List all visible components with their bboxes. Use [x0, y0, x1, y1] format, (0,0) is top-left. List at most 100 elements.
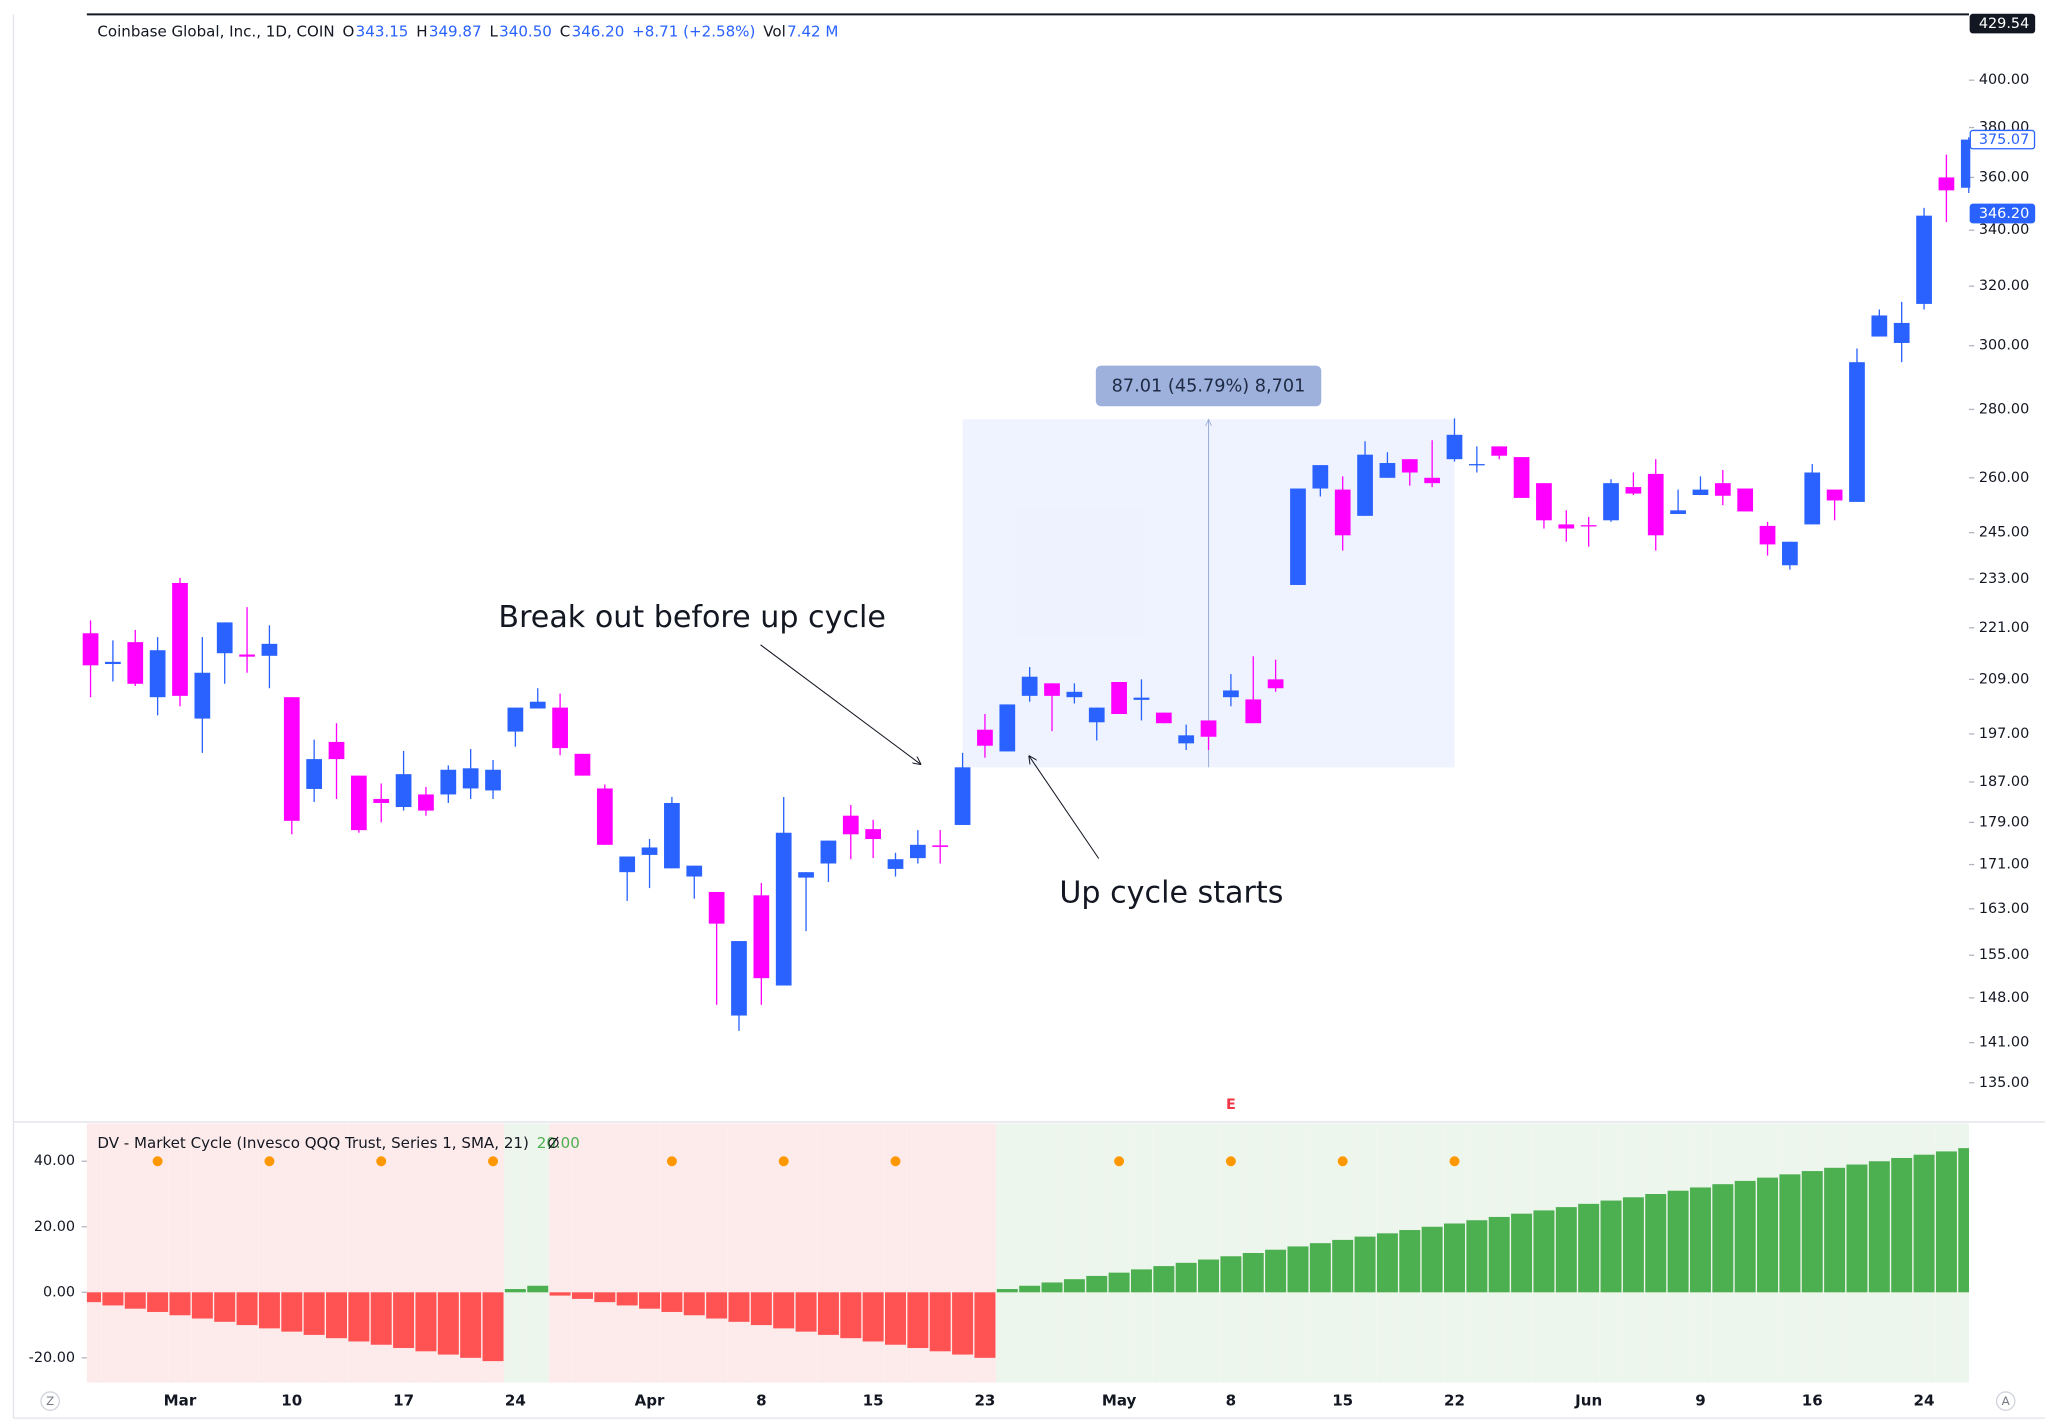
candle-body: [105, 661, 121, 665]
ohlc-value: 343.15: [356, 22, 409, 40]
bar: [437, 1292, 459, 1355]
y-tick-label: 340.00: [1979, 222, 2029, 238]
bar: [348, 1292, 370, 1342]
y-tick-label: 179.00: [1979, 814, 2029, 830]
candle-body: [1044, 683, 1060, 696]
candle-body: [1938, 177, 1955, 191]
cycle-background: [1219, 1123, 1243, 1383]
candle-body: [306, 759, 323, 789]
bar: [1600, 1200, 1622, 1293]
bar: [1086, 1275, 1108, 1293]
bar: [1242, 1252, 1264, 1293]
cycle-background: [302, 1123, 326, 1383]
background-layer: [81, 79, 1975, 1359]
candle-body: [932, 845, 949, 847]
cycle-background: [727, 1123, 751, 1383]
bar: [1444, 1223, 1465, 1293]
cycle-background: [817, 1123, 840, 1383]
ohlc-value: 349.87: [429, 22, 482, 40]
candle-body: [664, 802, 680, 869]
cycle-background: [191, 1123, 214, 1383]
control-button[interactable]: [1995, 1391, 2016, 1411]
cycle-marker: [376, 1156, 387, 1167]
candle-body: [999, 704, 1016, 752]
bar: [393, 1292, 415, 1349]
overlay-layer: Break out before up cycle Up cycle start…: [29, 13, 2036, 1411]
bar: [102, 1292, 124, 1306]
candle-body: [1804, 472, 1821, 525]
bar: [1935, 1151, 1957, 1293]
candle-body: [239, 654, 255, 657]
annotation: Up cycle starts: [1059, 875, 1283, 910]
x-tick-label: 15: [863, 1392, 884, 1410]
bar: [594, 1292, 616, 1303]
candle-body: [708, 891, 725, 924]
y-tick-label: 135.00: [1979, 1075, 2029, 1091]
candle-body: [1312, 465, 1329, 489]
candle-body: [1513, 457, 1530, 498]
cycle-marker: [264, 1156, 275, 1167]
change-value: +8.71 (+2.58%): [632, 22, 755, 40]
price-badge: [1969, 203, 2036, 224]
price-badge-label: 429.54: [1979, 16, 2029, 32]
bar: [504, 1289, 526, 1293]
bar: [1175, 1262, 1197, 1293]
bar: [907, 1292, 929, 1349]
bar: [1399, 1230, 1421, 1293]
candle-body: [574, 753, 591, 776]
candle-body: [1871, 315, 1888, 337]
cycle-background: [124, 1123, 147, 1383]
bar: [750, 1292, 772, 1326]
cycle-background: [548, 1123, 572, 1383]
price-badge-label: 346.20: [1979, 206, 2029, 222]
price-badge: [1969, 129, 2036, 150]
cycle-background: [101, 1123, 125, 1383]
cycle-marker: [1114, 1156, 1125, 1167]
control-button[interactable]: [40, 1391, 61, 1411]
candle-body: [82, 633, 99, 666]
y-tick-label: 209.00: [1979, 671, 2029, 687]
bar: [929, 1292, 951, 1352]
volume-value: 7.42 M: [787, 22, 838, 40]
candle-body: [351, 775, 367, 831]
y-tick-label: 233.00: [1979, 571, 2029, 587]
cycle-background: [683, 1123, 706, 1383]
bar: [795, 1292, 817, 1332]
bar: [728, 1292, 750, 1322]
candle-body: [842, 815, 859, 835]
candle-body: [1401, 459, 1418, 473]
candle-body: [1670, 510, 1686, 515]
x-tick-label: 8: [1226, 1392, 1236, 1410]
x-tick-label: 23: [974, 1392, 995, 1410]
cycle-background: [1197, 1123, 1220, 1383]
candle-body: [1960, 139, 1971, 188]
plot-layer: [82, 137, 1971, 1031]
candle-body: [1916, 215, 1932, 304]
bar: [326, 1292, 347, 1339]
cycle-marker: [1449, 1156, 1460, 1167]
candle-body: [1178, 735, 1195, 744]
price-badge: [1969, 13, 2036, 34]
bar: [1466, 1220, 1488, 1293]
x-tick-label: 9: [1695, 1392, 1705, 1410]
bar: [214, 1292, 236, 1322]
candle-body: [1759, 525, 1776, 545]
cycle-marker: [1337, 1156, 1348, 1167]
candle-body: [1379, 463, 1396, 478]
bar: [1689, 1187, 1711, 1293]
y-tick-label: 300.00: [1979, 338, 2029, 354]
y-tick-label: 141.00: [1979, 1035, 2029, 1051]
candle-body: [731, 941, 747, 1016]
candle-body: [1468, 464, 1485, 466]
candle-body: [1021, 676, 1038, 696]
bar: [1287, 1246, 1309, 1293]
bar: [773, 1292, 795, 1329]
candle-body: [1155, 712, 1172, 724]
cycle-background: [705, 1123, 728, 1383]
control-label[interactable]: A: [2002, 1394, 2010, 1408]
cycle-background: [235, 1123, 259, 1383]
y-tick-label: 245.00: [1979, 525, 2029, 541]
bar: [1041, 1282, 1063, 1293]
bar: [258, 1292, 280, 1329]
control-label[interactable]: Z: [46, 1394, 54, 1408]
